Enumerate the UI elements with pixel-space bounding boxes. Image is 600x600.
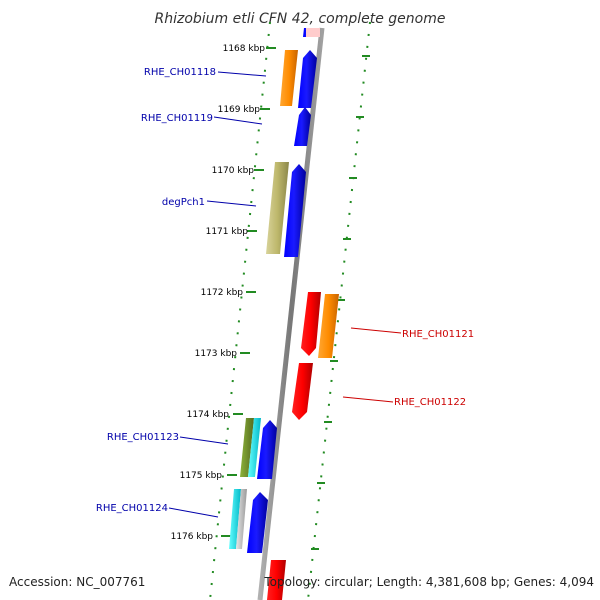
gene-degpch1-khaki[interactable] [266, 162, 289, 254]
gene-red-partial-bottom[interactable] [267, 560, 286, 600]
gene-rhe-ch01118-orange[interactable] [280, 50, 298, 106]
genome-backbone [257, 27, 325, 600]
topology-text: Topology: circular; Length: 4,381,608 bp… [264, 575, 594, 589]
tick-label: 1170 kbp [212, 166, 255, 176]
gene-rhe-ch01119[interactable] [294, 107, 311, 146]
scale-ticks: 1168 kbp 1169 kbp 1170 kbp 1171 kbp 1172… [171, 44, 276, 542]
outer-track-marks [311, 55, 370, 550]
gene-rhe-ch01123-olive[interactable] [240, 418, 254, 477]
gene-label-rhe-ch01118[interactable]: RHE_CH01118 [144, 67, 216, 78]
gene-rhe-ch01124-grey[interactable] [236, 489, 247, 549]
tick-label: 1169 kbp [218, 105, 261, 115]
tick-label: 1171 kbp [206, 227, 249, 237]
label-leaders [168, 71, 402, 518]
outer-dotted-track [307, 21, 371, 600]
gene-rhe-ch01118-blue[interactable] [298, 50, 317, 108]
map-title: Rhizobium etli CFN 42, complete genome [155, 11, 446, 27]
gene-rhe-ch01120-red[interactable] [301, 292, 321, 356]
gene-label-rhe-ch01122[interactable]: RHE_CH01122 [394, 397, 466, 408]
tick-label: 1175 kbp [180, 471, 223, 481]
gene-label-rhe-ch01119[interactable]: RHE_CH01119 [141, 113, 213, 124]
tick-label: 1173 kbp [195, 349, 238, 359]
gene-label-rhe-ch01123[interactable]: RHE_CH01123 [107, 432, 179, 443]
gene-rhe-ch01121-orange[interactable] [318, 294, 339, 358]
gene-features [229, 28, 339, 600]
gene-rhe-ch01124-blue[interactable] [247, 492, 268, 553]
gene-rhe-ch01123-blue[interactable] [257, 420, 277, 479]
gene-degpch1-blue[interactable] [284, 164, 306, 257]
tick-label: 1168 kbp [223, 44, 266, 54]
gene-rhe-ch01124-cyan[interactable] [229, 489, 241, 549]
gene-rhe-ch01123-cyan[interactable] [248, 418, 261, 477]
gene-labels: RHE_CH01118 RHE_CH01119 degPch1 RHE_CH01… [96, 67, 474, 514]
tick-label: 1176 kbp [171, 532, 214, 542]
gene-label-rhe-ch01121[interactable]: RHE_CH01121 [402, 329, 474, 340]
inner-dotted-track [209, 21, 271, 600]
gene-label-rhe-ch01124[interactable]: RHE_CH01124 [96, 503, 168, 514]
tick-label: 1172 kbp [201, 288, 244, 298]
gene-label-degpch1[interactable]: degPch1 [162, 197, 205, 208]
gene-rhe-ch01122-red[interactable] [292, 363, 313, 420]
accession-text: Accession: NC_007761 [9, 575, 146, 589]
tick-label: 1174 kbp [187, 410, 230, 420]
gene-pink-partial-top[interactable] [306, 28, 320, 37]
dotted-tracks [209, 21, 371, 600]
